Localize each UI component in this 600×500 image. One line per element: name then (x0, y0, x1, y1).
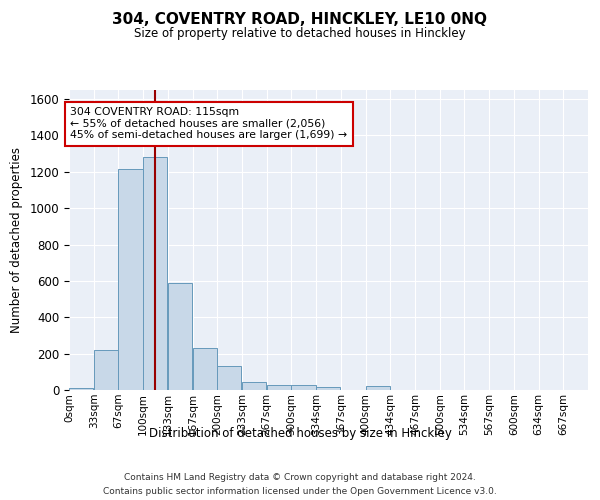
Bar (217, 366, 241, 390)
Text: 304 COVENTRY ROAD: 115sqm
← 55% of detached houses are smaller (2,056)
45% of se: 304 COVENTRY ROAD: 115sqm ← 55% of detac… (70, 108, 347, 140)
Bar (168, 282, 192, 390)
Bar (94, 350, 118, 390)
Bar (292, 386, 316, 390)
Text: Contains HM Land Registry data © Crown copyright and database right 2024.: Contains HM Land Registry data © Crown c… (124, 472, 476, 482)
Bar (143, 158, 167, 390)
Text: 304, COVENTRY ROAD, HINCKLEY, LE10 0NQ: 304, COVENTRY ROAD, HINCKLEY, LE10 0NQ (113, 12, 487, 28)
Bar (69, 388, 93, 390)
Bar (242, 382, 266, 390)
Y-axis label: Number of detached properties: Number of detached properties (10, 147, 23, 333)
Text: Contains public sector information licensed under the Open Government Licence v3: Contains public sector information licen… (103, 488, 497, 496)
Text: Size of property relative to detached houses in Hinckley: Size of property relative to detached ho… (134, 28, 466, 40)
Bar (365, 386, 389, 390)
Text: Distribution of detached houses by size in Hinckley: Distribution of detached houses by size … (149, 428, 451, 440)
Bar (193, 348, 217, 390)
Bar (267, 384, 291, 390)
Bar (118, 169, 143, 390)
Bar (316, 388, 340, 390)
